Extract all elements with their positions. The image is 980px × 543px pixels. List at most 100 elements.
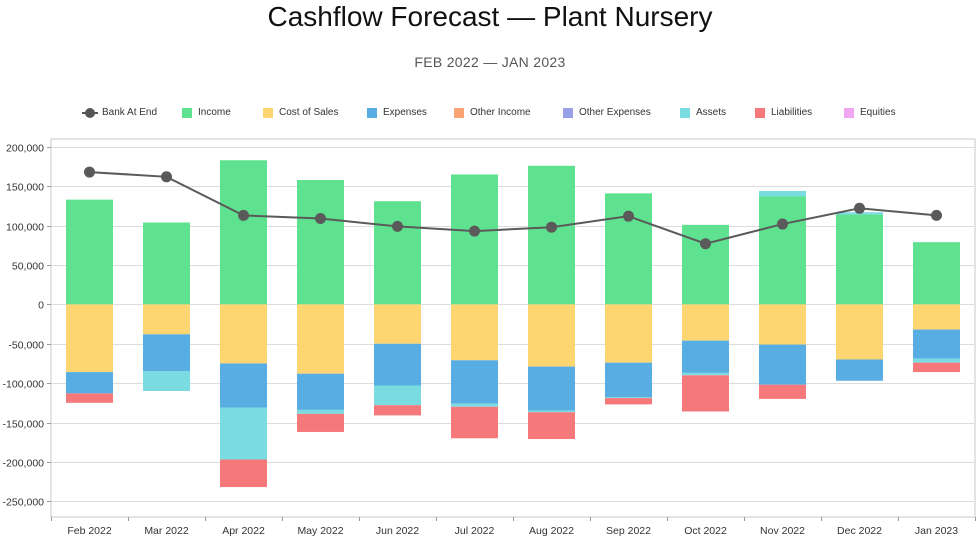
bank-at-end-point: [777, 218, 788, 230]
bar-assets: [913, 358, 960, 363]
bar-expenses: [374, 343, 421, 386]
y-tick-label: 100,000: [6, 222, 44, 234]
bank-at-end-point: [469, 225, 480, 237]
legend-swatch: [680, 107, 690, 118]
legend-swatch: [844, 107, 854, 118]
bank-at-end-point: [238, 209, 249, 221]
bar-cost-of-sales: [759, 304, 806, 345]
bank-at-end-point: [84, 166, 95, 178]
bar-expenses: [605, 362, 652, 398]
bar-assets: [605, 397, 652, 399]
legend-label: Cost of Sales: [279, 107, 339, 118]
legend-label: Liabilities: [771, 107, 813, 118]
y-tick-label: -250,000: [3, 497, 45, 509]
bar-liabilities: [374, 405, 421, 416]
legend-label: Other Expenses: [579, 107, 651, 118]
bar-assets: [220, 407, 267, 460]
bar-liabilities: [682, 375, 729, 412]
bar-expenses: [759, 344, 806, 385]
bar-liabilities: [66, 393, 113, 403]
bar-cost-of-sales: [605, 304, 652, 363]
legend-swatch: [367, 107, 377, 118]
x-tick-label: Jun 2022: [376, 525, 419, 537]
legend-item-cost-of-sales[interactable]: Cost of Sales: [263, 107, 338, 118]
bar-cost-of-sales: [220, 304, 267, 364]
y-tick-label: 0: [38, 300, 44, 312]
legend-label: Other Income: [470, 107, 531, 118]
bar-liabilities: [451, 406, 498, 439]
bar-expenses: [220, 363, 267, 408]
bar-assets: [143, 371, 190, 391]
legend-item-other-income[interactable]: Other Income: [454, 107, 531, 118]
legend-item-expenses[interactable]: Expenses: [367, 107, 427, 118]
bar-liabilities: [605, 398, 652, 405]
y-tick-label: -150,000: [3, 419, 45, 431]
x-tick-label: Apr 2022: [222, 525, 265, 537]
bar-assets: [759, 190, 806, 197]
bar-liabilities: [297, 413, 344, 432]
x-tick-label: Mar 2022: [144, 525, 189, 537]
bar-income: [220, 160, 267, 305]
x-tick-label: Oct 2022: [684, 525, 727, 537]
bank-at-end-point: [700, 238, 711, 250]
bar-income: [682, 224, 729, 305]
legend-item-bank-at-end[interactable]: Bank At End: [82, 107, 157, 118]
bank-at-end-point: [854, 202, 865, 214]
bank-at-end-point: [623, 210, 634, 222]
bar-assets: [528, 410, 575, 413]
y-tick-label: 150,000: [6, 182, 44, 194]
bar-expenses: [682, 340, 729, 373]
x-tick-label: Sep 2022: [606, 525, 651, 537]
y-tick-label: -50,000: [8, 340, 44, 352]
bank-at-end-point: [392, 220, 403, 232]
legend-swatch: [263, 107, 273, 118]
bar-expenses: [451, 360, 498, 404]
legend-item-income[interactable]: Income: [182, 107, 231, 118]
bar-assets: [451, 403, 498, 407]
legend-swatch: [182, 107, 192, 118]
x-tick-label: Feb 2022: [67, 525, 112, 537]
bar-liabilities: [759, 384, 806, 399]
bar-expenses: [66, 372, 113, 394]
legend-item-liabilities[interactable]: Liabilities: [755, 107, 812, 118]
bar-liabilities: [913, 362, 960, 373]
bar-expenses: [143, 334, 190, 372]
legend-label: Income: [198, 107, 231, 118]
bar-cost-of-sales: [66, 304, 113, 373]
bank-at-end-point: [161, 171, 172, 183]
bar-income: [451, 174, 498, 305]
y-tick-label: 50,000: [12, 261, 44, 273]
x-tick-label: Nov 2022: [760, 525, 805, 537]
bar-income: [836, 214, 883, 305]
x-tick-label: May 2022: [297, 525, 343, 537]
bar-expenses: [528, 366, 575, 411]
bar-expenses: [836, 359, 883, 381]
legend-line-marker-icon: [82, 107, 98, 118]
legend-label: Expenses: [383, 107, 427, 118]
x-tick-label: Aug 2022: [529, 525, 574, 537]
bar-income: [297, 179, 344, 305]
y-tick-label: -100,000: [3, 379, 45, 391]
bar-income: [759, 196, 806, 305]
legend-swatch: [563, 107, 573, 118]
bank-at-end-point: [315, 213, 326, 225]
bar-cost-of-sales: [143, 304, 190, 335]
bar-cost-of-sales: [836, 304, 883, 360]
x-tick-label: Jan 2023: [915, 525, 958, 537]
bar-assets: [297, 409, 344, 414]
y-tick-label: -200,000: [3, 458, 45, 470]
x-tick-label: Dec 2022: [837, 525, 882, 537]
bar-cost-of-sales: [682, 304, 729, 341]
bar-expenses: [913, 329, 960, 359]
legend-label: Bank At End: [102, 107, 158, 118]
bar-income: [374, 201, 421, 305]
chart-subtitle: FEB 2022 — JAN 2023: [414, 54, 566, 70]
legend-item-equities[interactable]: Equities: [844, 107, 896, 118]
bar-assets: [374, 385, 421, 406]
bank-at-end-point: [546, 221, 557, 233]
legend-item-other-expenses[interactable]: Other Expenses: [563, 107, 651, 118]
legend-label: Assets: [696, 107, 727, 118]
legend-item-assets[interactable]: Assets: [680, 107, 726, 118]
x-tick-label: Jul 2022: [455, 525, 495, 537]
chart-title: Cashflow Forecast — Plant Nursery: [267, 1, 713, 32]
